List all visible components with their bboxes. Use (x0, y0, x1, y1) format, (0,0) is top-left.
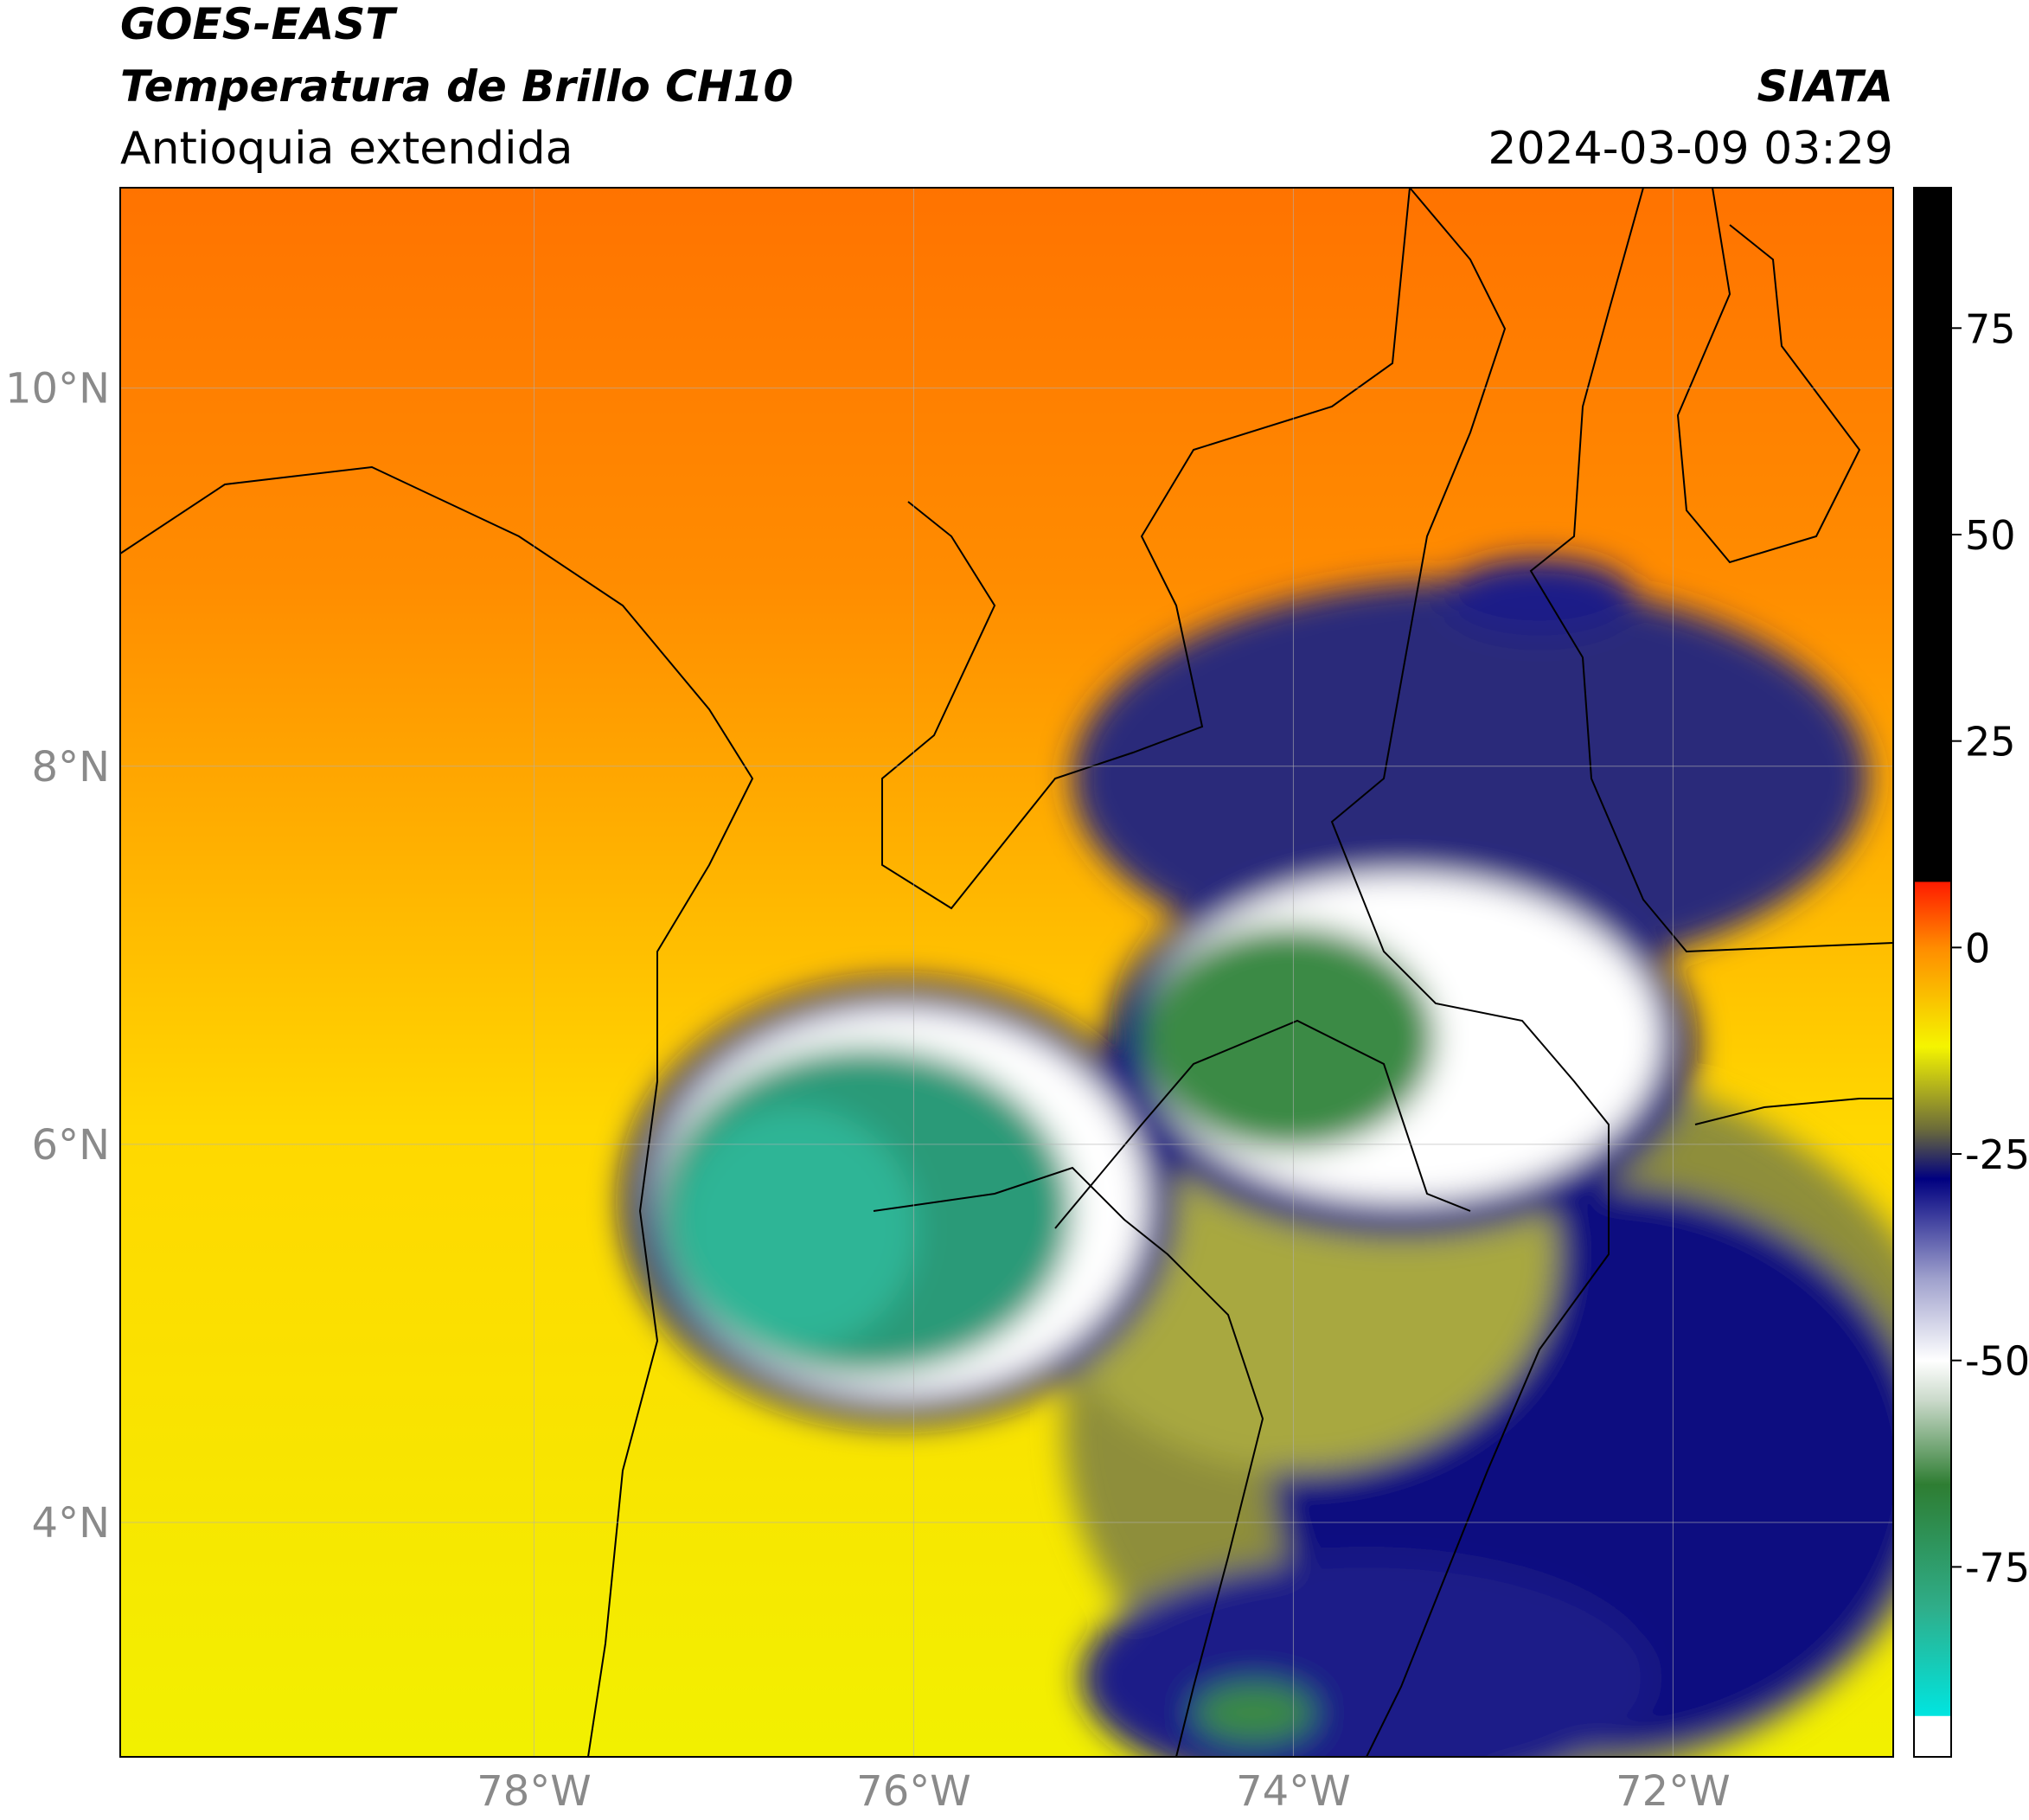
colorbar-tick-label: 25 (1965, 719, 2016, 766)
clouds (623, 558, 1893, 1757)
gridlines (120, 188, 1893, 1757)
colorbar-segment (1914, 1178, 1951, 1278)
x-tick-label: 76°W (856, 1767, 971, 1816)
x-tick-label: 72°W (1616, 1767, 1731, 1816)
x-tick-label: 78°W (477, 1767, 592, 1816)
colorbar-tick-label: 0 (1965, 925, 1990, 971)
x-tick-label: 74°W (1236, 1767, 1351, 1816)
colorbar-tick-label: -75 (1965, 1544, 2029, 1591)
colorbar-segment (1914, 1715, 1951, 1758)
colorbar-segment (1914, 1484, 1951, 1609)
colorbar-tick-label: -50 (1965, 1338, 2029, 1385)
colorbar-tick-label: -25 (1965, 1131, 2029, 1178)
colorbar-segment (1914, 1278, 1951, 1362)
y-tick-label: 8°N (32, 743, 110, 791)
colorbar-tick-label: 75 (1965, 305, 2016, 352)
colorbar-segment (1914, 188, 1951, 882)
colorbar-segment (1914, 1046, 1951, 1130)
product: Temperatura de Brillo CH10 (120, 61, 793, 112)
colorbar: 75 50 25 0 -25 -50 -75 (1914, 188, 2029, 1758)
colorbar-segment (1914, 1360, 1951, 1402)
satellite: GOES-EAST (120, 0, 398, 49)
colorbar-segment (1914, 1608, 1951, 1716)
colorbar-frame (1913, 187, 1952, 1758)
region: Antioquia extendida (120, 123, 573, 175)
colorbar-tick-label: 50 (1965, 512, 2016, 559)
y-tick-label: 6°N (32, 1121, 110, 1170)
colorbar-segment (1914, 947, 1951, 1048)
imagery (120, 188, 1893, 1757)
y-tick-label: 10°N (5, 365, 110, 413)
y-tick-label: 4°N (32, 1499, 110, 1548)
source: SIATA (1757, 61, 1893, 112)
map-frame (119, 187, 1894, 1758)
borders (120, 188, 1893, 1757)
colorbar-segment (1914, 1401, 1951, 1485)
colorbar-segment (1914, 881, 1951, 948)
colorbar-segment (1914, 1129, 1951, 1180)
datetime: 2024-03-09 03:29 (1488, 123, 1893, 175)
